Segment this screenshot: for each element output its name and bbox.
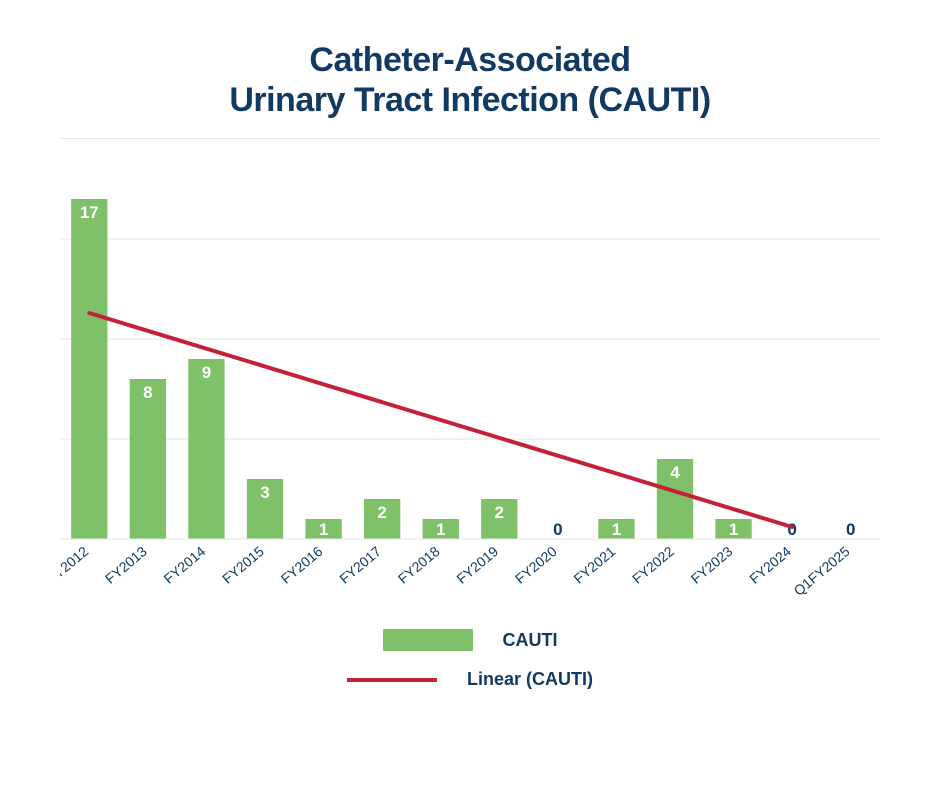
bar-value-label: 1 (729, 520, 738, 539)
bar-value-label: 8 (143, 383, 152, 402)
bar-value-label: 2 (495, 503, 504, 522)
page-title: Catheter-Associated Urinary Tract Infect… (60, 40, 880, 120)
legend-item-line: Linear (CAUTI) (347, 669, 593, 690)
x-axis-label: FY2022 (629, 543, 677, 587)
legend-label-bar: CAUTI (503, 630, 558, 651)
x-axis-label: FY2021 (571, 543, 619, 587)
legend-label-line: Linear (CAUTI) (467, 669, 593, 690)
bar-value-label: 0 (553, 520, 562, 539)
x-axis-label: FY2023 (688, 543, 736, 587)
bar (188, 359, 224, 539)
bar (71, 199, 107, 539)
x-axis-label: FY2015 (219, 543, 267, 587)
bar-value-label: 17 (80, 203, 99, 222)
x-axis-label: FY2019 (453, 543, 501, 587)
bar-value-label: 1 (612, 520, 621, 539)
bar-value-label: 0 (787, 520, 796, 539)
title-line-2: Urinary Tract Infection (CAUTI) (60, 80, 880, 120)
x-axis-label: FY2016 (278, 543, 326, 587)
title-divider (60, 138, 880, 139)
bar-value-label: 0 (846, 520, 855, 539)
bar-value-label: 1 (319, 520, 328, 539)
legend-item-bar: CAUTI (383, 629, 558, 651)
x-axis-label: FY2024 (746, 543, 794, 587)
bar-value-label: 1 (436, 520, 445, 539)
legend-swatch-line (347, 678, 437, 682)
title-line-1: Catheter-Associated (60, 40, 880, 80)
bar-value-label: 2 (377, 503, 386, 522)
x-axis-label: FY2018 (395, 543, 443, 587)
x-axis-label: FY2020 (512, 543, 560, 587)
x-axis-label: FY2013 (102, 543, 150, 587)
x-axis-label: FY2012 (60, 543, 91, 587)
x-axis-label: FY2014 (161, 543, 209, 587)
bar-value-label: 9 (202, 363, 211, 382)
cauti-chart: 178931212014100FY2012FY2013FY2014FY2015F… (60, 179, 880, 599)
bar-value-label: 3 (260, 483, 269, 502)
bar (130, 379, 166, 539)
legend: CAUTI Linear (CAUTI) (60, 629, 880, 690)
chart-canvas: 178931212014100FY2012FY2013FY2014FY2015F… (60, 179, 880, 599)
chart-page: Catheter-Associated Urinary Tract Infect… (0, 0, 940, 788)
x-axis-label: FY2017 (336, 543, 384, 587)
bar-value-label: 4 (670, 463, 680, 482)
legend-swatch-bar (383, 629, 473, 651)
x-axis-label: Q1FY2025 (790, 543, 852, 599)
